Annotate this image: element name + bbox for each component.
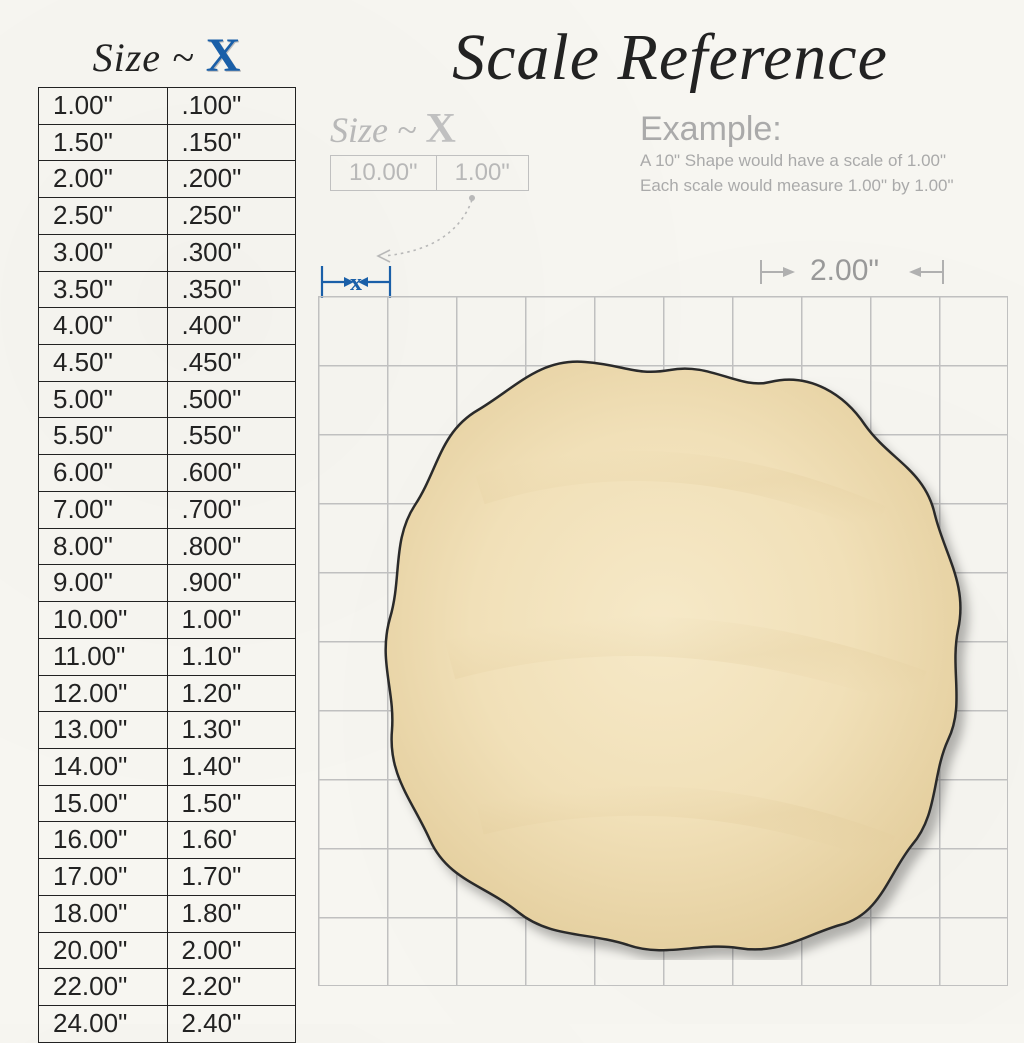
table-row: 2.00".200": [39, 161, 296, 198]
size-cell: .400": [167, 308, 296, 345]
size-cell: 3.50": [39, 271, 168, 308]
size-cell: 4.50": [39, 345, 168, 382]
table-row: 15.00"1.50": [39, 785, 296, 822]
mini-size-table: 10.00" 1.00": [330, 155, 529, 191]
table-row: 5.00".500": [39, 381, 296, 418]
size-cell: 17.00": [39, 859, 168, 896]
size-cell: 15.00": [39, 785, 168, 822]
size-cell: 8.00": [39, 528, 168, 565]
table-row: 6.00".600": [39, 455, 296, 492]
size-cell: 20.00": [39, 932, 168, 969]
size-cell: .250": [167, 198, 296, 235]
table-row: 14.00"1.40": [39, 748, 296, 785]
size-cell: 11.00": [39, 638, 168, 675]
table-row: 2.50".250": [39, 198, 296, 235]
table-row: 10.00"1.00": [39, 602, 296, 639]
table-row: 18.00"1.80": [39, 895, 296, 932]
size-cell: .600": [167, 455, 296, 492]
mini-size-x: X: [425, 106, 455, 152]
x-indicator-label: x: [350, 270, 362, 296]
size-table-title: Size ~ X: [38, 28, 296, 83]
mini-size-cell-0: 10.00": [331, 156, 437, 191]
table-row: 22.00"2.20": [39, 969, 296, 1006]
size-table-title-prefix: Size ~: [93, 35, 206, 80]
mini-size-callout: Size ~ X 10.00" 1.00": [330, 105, 529, 191]
size-cell: .500": [167, 381, 296, 418]
size-cell: 1.50": [167, 785, 296, 822]
size-cell: .700": [167, 491, 296, 528]
table-row: 1.00".100": [39, 88, 296, 125]
size-cell: 12.00": [39, 675, 168, 712]
size-cell: 1.70": [167, 859, 296, 896]
size-cell: 1.10": [167, 638, 296, 675]
table-row: 7.00".700": [39, 491, 296, 528]
size-cell: 14.00": [39, 748, 168, 785]
size-cell: .550": [167, 418, 296, 455]
table-row: 12.00"1.20": [39, 675, 296, 712]
table-row: 4.00".400": [39, 308, 296, 345]
mini-size-label: Size ~ X: [330, 105, 529, 153]
size-table: Size ~ X 1.00".100"1.50".150"2.00".200"2…: [38, 28, 296, 1043]
size-cell: 2.50": [39, 198, 168, 235]
size-cell: 1.80": [167, 895, 296, 932]
size-cell: 5.50": [39, 418, 168, 455]
table-row: 9.00".900": [39, 565, 296, 602]
table-row: 20.00"2.00": [39, 932, 296, 969]
size-cell: 4.00": [39, 308, 168, 345]
size-table-title-x: X: [206, 29, 242, 82]
size-table-body: 1.00".100"1.50".150"2.00".200"2.50".250"…: [38, 87, 296, 1043]
size-cell: 3.00": [39, 234, 168, 271]
size-cell: 1.00": [39, 88, 168, 125]
size-cell: 22.00": [39, 969, 168, 1006]
size-cell: 1.30": [167, 712, 296, 749]
size-cell: 9.00": [39, 565, 168, 602]
table-row: 4.50".450": [39, 345, 296, 382]
size-cell: .100": [167, 88, 296, 125]
example-heading: Example:: [640, 110, 1000, 149]
size-cell: 13.00": [39, 712, 168, 749]
example-block: Example: A 10" Shape would have a scale …: [640, 110, 1000, 198]
table-row: 5.50".550": [39, 418, 296, 455]
size-cell: .200": [167, 161, 296, 198]
example-line-1: A 10" Shape would have a scale of 1.00": [640, 149, 1000, 174]
size-cell: 5.00": [39, 381, 168, 418]
size-cell: .150": [167, 124, 296, 161]
wood-shape: [360, 340, 980, 960]
size-cell: 2.00": [167, 932, 296, 969]
size-cell: 7.00": [39, 491, 168, 528]
example-line-2: Each scale would measure 1.00" by 1.00": [640, 174, 1000, 199]
table-row: 1.50".150": [39, 124, 296, 161]
size-cell: .350": [167, 271, 296, 308]
size-cell: .300": [167, 234, 296, 271]
size-cell: 18.00": [39, 895, 168, 932]
size-cell: 2.00": [39, 161, 168, 198]
size-cell: 1.20": [167, 675, 296, 712]
size-cell: .900": [167, 565, 296, 602]
mini-size-cell-1: 1.00": [436, 156, 528, 191]
size-cell: .800": [167, 528, 296, 565]
table-row: 17.00"1.70": [39, 859, 296, 896]
size-cell: 1.60': [167, 822, 296, 859]
page-title: Scale Reference: [340, 20, 1000, 96]
mini-size-prefix: Size ~: [330, 110, 425, 150]
size-cell: .450": [167, 345, 296, 382]
size-cell: 2.20": [167, 969, 296, 1006]
table-row: 8.00".800": [39, 528, 296, 565]
table-row: 13.00"1.30": [39, 712, 296, 749]
size-cell: 1.40": [167, 748, 296, 785]
table-row: 16.00"1.60': [39, 822, 296, 859]
size-cell: 16.00": [39, 822, 168, 859]
size-cell: 1.50": [39, 124, 168, 161]
table-row: 3.50".350": [39, 271, 296, 308]
table-row: 3.00".300": [39, 234, 296, 271]
size-cell: 1.00": [167, 602, 296, 639]
table-row: 11.00"1.10": [39, 638, 296, 675]
size-cell: 6.00": [39, 455, 168, 492]
two-inch-label: 2.00": [810, 254, 879, 288]
size-cell: 10.00": [39, 602, 168, 639]
